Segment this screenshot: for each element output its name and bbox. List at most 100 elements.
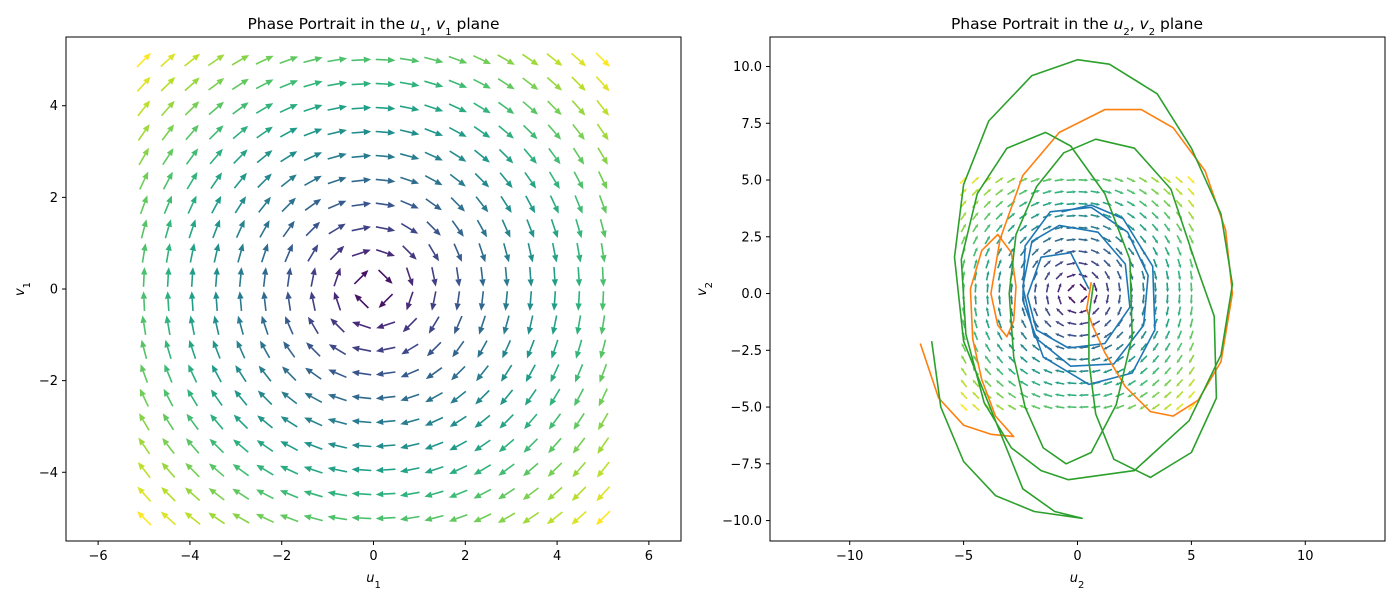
vector-arrow [1187, 176, 1195, 184]
vector-arrow [1031, 356, 1041, 363]
vector-arrow [983, 200, 992, 208]
vector-arrow [1165, 318, 1170, 329]
vector-arrow [524, 413, 538, 430]
vector-arrow [521, 53, 539, 66]
vector-arrow [400, 199, 419, 209]
vector-arrow [995, 212, 1003, 220]
vector-arrow [303, 104, 323, 113]
vector-arrow [1151, 391, 1160, 399]
vector-arrow [327, 418, 348, 425]
x-axis-label: u2 [1070, 571, 1085, 591]
vector-arrow [1055, 320, 1065, 327]
plot-area [65, 36, 682, 542]
x-tick-label: −2 [272, 549, 291, 564]
vector-arrow [571, 510, 587, 525]
vector-arrow [237, 267, 244, 287]
vector-arrow [281, 391, 298, 405]
vector-arrow [527, 243, 535, 263]
vector-arrow [571, 76, 586, 91]
vector-arrow [375, 394, 396, 401]
vector-arrow [448, 79, 468, 88]
vector-arrow [1030, 213, 1040, 219]
vector-arrow [375, 442, 396, 450]
vector-arrow [161, 124, 175, 141]
vector-arrow [279, 514, 299, 523]
vector-arrow [375, 226, 396, 233]
y-tick-label: 0 [50, 283, 58, 298]
vector-arrow [971, 176, 980, 184]
vector-arrow [995, 379, 1004, 388]
vector-arrow [400, 515, 420, 522]
x-tick-label: −5 [954, 549, 973, 564]
vector-arrow [1176, 354, 1183, 364]
vector-arrow [1066, 357, 1077, 361]
vector-arrow [1066, 309, 1077, 314]
y-tick-label: −2.5 [730, 344, 762, 359]
vector-arrow [1188, 223, 1194, 233]
chart-u2-v2: Phase Portrait in the u2, v2 plane −10 −5… [695, 15, 1386, 591]
vector-arrow [353, 270, 369, 285]
vector-arrow [303, 441, 323, 451]
vector-arrow [351, 201, 372, 208]
vector-arrow [1066, 321, 1077, 326]
vector-arrow [327, 152, 347, 160]
vector-arrow [575, 267, 583, 287]
vector-arrow [185, 462, 200, 478]
vector-arrow [1127, 404, 1137, 410]
vector-arrow [1057, 294, 1062, 305]
vector-arrow [474, 172, 490, 188]
vector-arrow [1105, 294, 1110, 305]
vector-arrow [597, 437, 610, 454]
vector-arrow [571, 486, 587, 501]
vector-arrow [164, 315, 171, 336]
vector-arrow [400, 418, 420, 426]
vector-arrow [550, 364, 560, 383]
vector-arrow [598, 388, 608, 407]
vector-arrow [402, 317, 418, 333]
vector-arrow [139, 413, 150, 431]
vector-arrow [1078, 178, 1089, 182]
vector-arrow [1117, 306, 1123, 316]
vector-arrow [1152, 247, 1158, 256]
vector-arrow [137, 462, 151, 479]
vector-arrow [960, 223, 967, 233]
vector-arrow [212, 340, 221, 359]
vector-arrow [327, 80, 347, 87]
vector-arrow [186, 172, 198, 190]
vector-arrow [497, 78, 515, 90]
vector-arrow [576, 242, 583, 263]
vector-arrow [1103, 344, 1113, 350]
vector-arrow [400, 442, 420, 450]
vector-arrow [1031, 248, 1039, 256]
vector-arrow [328, 223, 346, 235]
vector-arrow [162, 437, 175, 455]
vector-arrow [1151, 188, 1160, 195]
vector-arrow [424, 127, 444, 137]
vector-arrow [426, 221, 441, 236]
vector-arrow [256, 150, 273, 164]
vector-arrow [1152, 367, 1160, 375]
vector-arrow [1164, 342, 1171, 352]
vector-arrow [985, 306, 990, 317]
vector-arrow [572, 461, 587, 478]
vector-arrow [598, 412, 609, 431]
vector-arrow [233, 149, 248, 164]
vector-arrow [1189, 330, 1194, 340]
vector-arrow [1165, 258, 1170, 269]
vector-arrow [1102, 368, 1113, 374]
vector-arrow [303, 466, 323, 474]
vector-arrow [256, 440, 274, 453]
vector-arrow [351, 128, 372, 136]
vector-arrow [1066, 190, 1077, 194]
vector-arrow [351, 442, 372, 449]
vector-arrow [1151, 200, 1160, 208]
vector-arrow [255, 513, 275, 524]
vector-arrow [986, 282, 990, 293]
vector-arrow [327, 104, 347, 111]
vector-arrow [189, 243, 196, 263]
vector-arrow [232, 102, 249, 115]
vector-arrow [575, 315, 582, 335]
vector-arrow [210, 414, 224, 430]
vector-arrow [599, 218, 607, 239]
vector-arrow [595, 52, 610, 67]
